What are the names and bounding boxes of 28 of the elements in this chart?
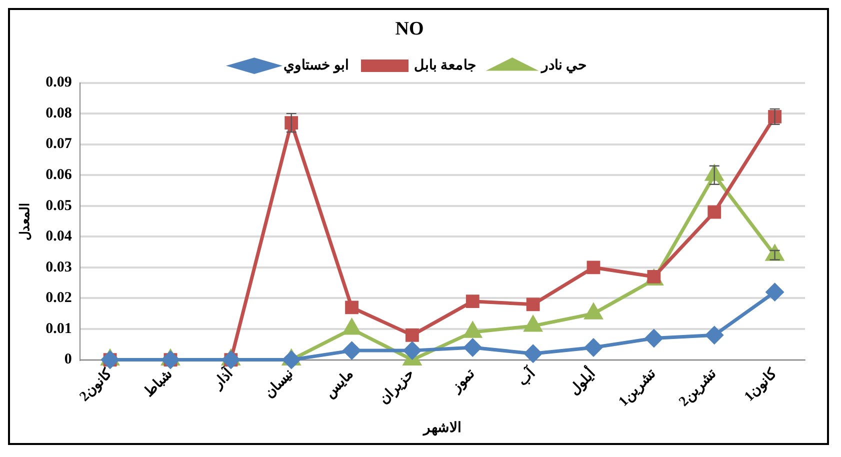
y-tick-label: 0.03 xyxy=(46,259,72,276)
y-tick-label: 0.06 xyxy=(46,167,72,184)
legend-label: جامعة بابل xyxy=(414,58,476,74)
x-tick-label: كانون1 xyxy=(741,366,780,405)
y-tick-label: 0.01 xyxy=(46,320,72,337)
x-tick-label: كانون2 xyxy=(76,366,116,405)
y-tick-label: 0.04 xyxy=(46,228,72,245)
x-tick-label: آذار xyxy=(208,364,238,393)
x-tick-label: حزيران xyxy=(376,366,418,408)
legend-label: ابو خستاوي xyxy=(283,58,349,74)
y-tick-label: 0.08 xyxy=(46,105,72,122)
y-tick-label: 0.02 xyxy=(46,290,72,306)
x-tick-label: تشرين1 xyxy=(616,366,660,410)
chart-title: NO xyxy=(395,18,424,40)
y-tick-label: 0.09 xyxy=(46,74,72,91)
y-tick-label: 0 xyxy=(64,352,72,368)
x-tick-label: تشرين2 xyxy=(676,366,720,410)
x-tick-label: شباط xyxy=(142,366,176,400)
x-tick-label: أيلول xyxy=(564,364,599,398)
legend-label: حي نادر xyxy=(540,58,587,74)
x-tick-label: مايس xyxy=(322,366,358,402)
y-tick-label: 0.05 xyxy=(46,198,72,214)
x-tick-label: آب xyxy=(514,364,540,390)
y-tick-label: 0.07 xyxy=(46,136,72,152)
y-axis-title: المعدل xyxy=(17,202,32,240)
x-tick-label: نيسان xyxy=(262,366,297,402)
x-axis-title: الاشهر xyxy=(422,421,462,436)
x-tick-label: تموز xyxy=(448,366,478,396)
